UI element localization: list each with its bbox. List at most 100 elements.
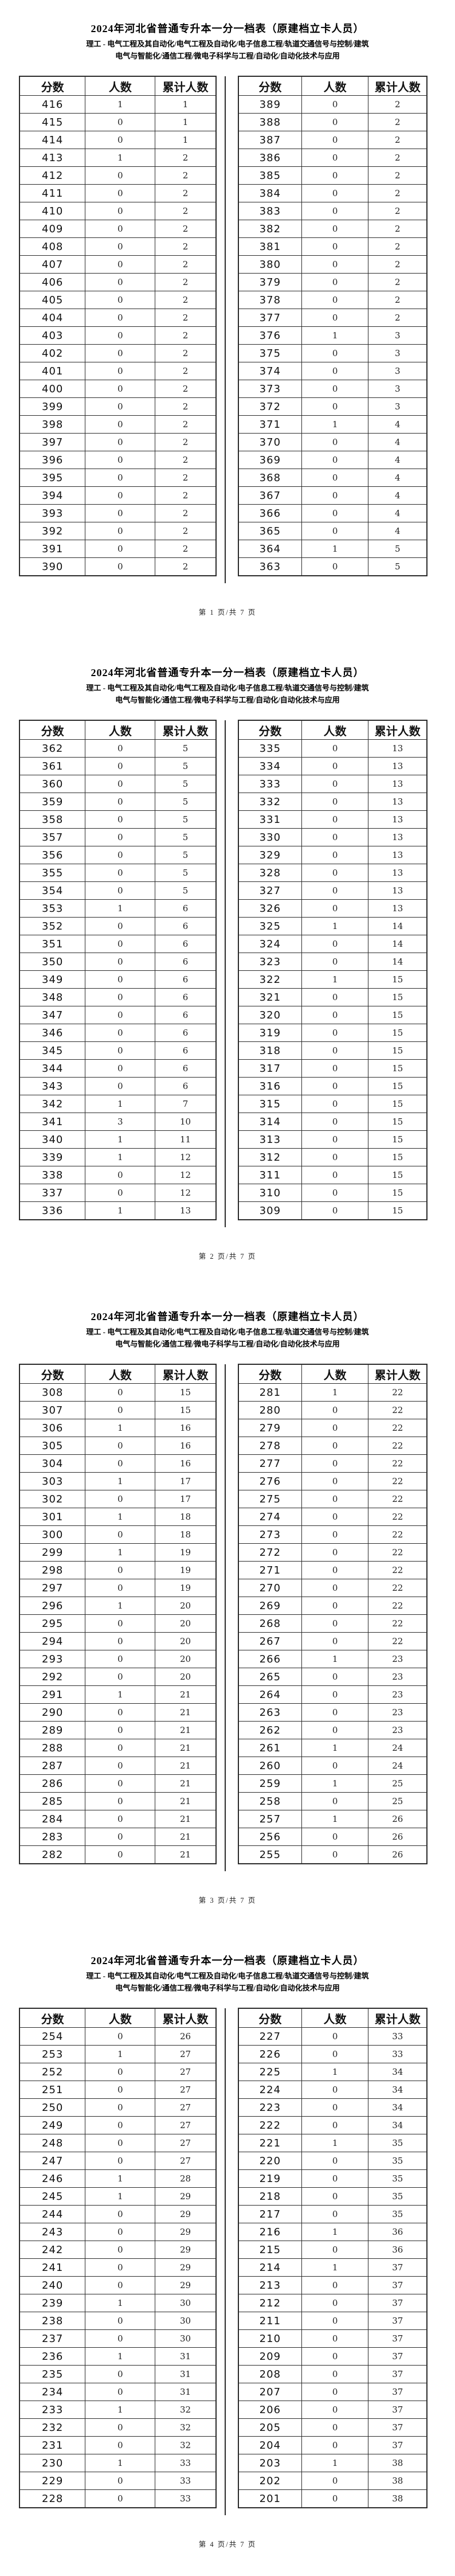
count-cell: 0 xyxy=(301,380,369,398)
cumulative-cell: 2 xyxy=(368,202,427,220)
table-row: 329 0 13 xyxy=(238,846,427,864)
count-cell: 0 xyxy=(85,1774,156,1793)
table-row: 267 0 22 xyxy=(238,1632,427,1650)
table-row: 287 0 21 xyxy=(19,1757,217,1775)
score-cell: 234 xyxy=(19,2383,86,2401)
score-cell: 236 xyxy=(19,2347,86,2366)
table-row: 372 0 3 xyxy=(238,397,427,416)
cumulative-cell: 2 xyxy=(155,362,217,380)
table-row: 321 0 15 xyxy=(238,988,427,1006)
score-cell: 267 xyxy=(238,1632,302,1650)
count-cell: 1 xyxy=(85,1685,156,1704)
page-title: 2024年河北省普通专升本一分一档表（原建档立卡人员） xyxy=(91,667,364,678)
table-row: 249 0 27 xyxy=(19,2116,217,2134)
table-row: 352 0 6 xyxy=(19,917,217,935)
score-cell: 309 xyxy=(238,1201,302,1220)
score-cell: 337 xyxy=(19,1184,86,1202)
table-row: 295 0 20 xyxy=(19,1614,217,1633)
score-cell: 387 xyxy=(238,131,302,149)
cumulative-cell: 30 xyxy=(155,2294,217,2312)
cumulative-cell: 5 xyxy=(155,775,217,793)
score-cell: 299 xyxy=(19,1543,86,1562)
count-cell: 0 xyxy=(85,2329,156,2348)
cumulative-cell: 34 xyxy=(368,2116,427,2134)
count-cell: 0 xyxy=(301,2241,369,2259)
count-cell: 1 xyxy=(301,2258,369,2277)
score-cell: 347 xyxy=(19,1006,86,1024)
count-cell: 0 xyxy=(301,1130,369,1149)
table-row: 304 0 16 xyxy=(19,1454,217,1473)
count-cell: 0 xyxy=(301,1419,369,1437)
cumulative-cell: 21 xyxy=(155,1739,217,1757)
score-cell: 208 xyxy=(238,2365,302,2383)
table-row: 233 1 32 xyxy=(19,2401,217,2419)
table-row: 375 0 3 xyxy=(238,344,427,362)
score-cell: 305 xyxy=(19,1437,86,1455)
count-cell: 0 xyxy=(301,935,369,953)
score-cell: 288 xyxy=(19,1739,86,1757)
count-cell: 0 xyxy=(301,202,369,220)
column-header-count: 人数 xyxy=(85,2008,156,2028)
table-row: 306 1 16 xyxy=(19,1419,217,1437)
count-cell: 0 xyxy=(301,522,369,540)
score-cell: 304 xyxy=(19,1454,86,1473)
count-cell: 0 xyxy=(85,326,156,345)
score-cell: 210 xyxy=(238,2329,302,2348)
cumulative-cell: 2 xyxy=(155,273,217,291)
count-cell: 0 xyxy=(85,2241,156,2259)
table-row: 239 1 30 xyxy=(19,2294,217,2312)
cumulative-cell: 22 xyxy=(368,1419,427,1437)
count-cell: 0 xyxy=(85,2489,156,2508)
cumulative-cell: 2 xyxy=(155,291,217,309)
header-row: 分数 人数 累计人数 xyxy=(19,76,217,96)
cumulative-cell: 31 xyxy=(155,2383,217,2401)
count-cell: 0 xyxy=(85,2098,156,2117)
count-cell: 1 xyxy=(301,1383,369,1402)
cumulative-cell: 25 xyxy=(368,1792,427,1810)
score-cell: 330 xyxy=(238,828,302,846)
cumulative-cell: 16 xyxy=(155,1454,217,1473)
cumulative-cell: 13 xyxy=(368,828,427,846)
cumulative-cell: 2 xyxy=(155,202,217,220)
table-row: 360 0 5 xyxy=(19,775,217,793)
count-cell: 1 xyxy=(85,2454,156,2472)
count-cell: 0 xyxy=(85,1401,156,1419)
cumulative-cell: 15 xyxy=(368,1095,427,1113)
table-row: 211 0 37 xyxy=(238,2312,427,2330)
table-row: 230 1 33 xyxy=(19,2454,217,2472)
score-cell: 386 xyxy=(238,149,302,167)
count-cell: 0 xyxy=(85,362,156,380)
cumulative-cell: 29 xyxy=(155,2223,217,2241)
table-row: 289 0 21 xyxy=(19,1721,217,1739)
table-row: 205 0 37 xyxy=(238,2418,427,2437)
table-row: 347 0 6 xyxy=(19,1006,217,1024)
cumulative-cell: 35 xyxy=(368,2187,427,2206)
score-cell: 206 xyxy=(238,2401,302,2419)
count-cell: 0 xyxy=(85,184,156,202)
score-cell: 269 xyxy=(238,1597,302,1615)
score-table-right: 分数 人数 累计人数 227 0 33 226 0 33 225 1 34 224 0 34 223 0 34 22… xyxy=(238,2008,427,2508)
column-header-count: 人数 xyxy=(85,1364,156,1384)
count-cell: 1 xyxy=(85,95,156,114)
score-cell: 410 xyxy=(19,202,86,220)
table-row: 231 0 32 xyxy=(19,2436,217,2454)
table-row: 348 0 6 xyxy=(19,988,217,1006)
cumulative-cell: 6 xyxy=(155,899,217,918)
count-cell: 0 xyxy=(85,2276,156,2294)
cumulative-cell: 15 xyxy=(368,1024,427,1042)
column-header-cumulative: 累计人数 xyxy=(368,2008,427,2028)
table-row: 311 0 15 xyxy=(238,1166,427,1184)
cumulative-cell: 13 xyxy=(368,864,427,882)
score-cell: 280 xyxy=(238,1401,302,1419)
score-cell: 231 xyxy=(19,2436,86,2454)
table-row: 391 0 2 xyxy=(19,540,217,558)
table-row: 273 0 22 xyxy=(238,1525,427,1544)
score-cell: 362 xyxy=(19,739,86,758)
count-cell: 0 xyxy=(85,2365,156,2383)
cumulative-cell: 36 xyxy=(368,2241,427,2259)
count-cell: 1 xyxy=(85,1543,156,1562)
cumulative-cell: 34 xyxy=(368,2063,427,2081)
score-cell: 313 xyxy=(238,1130,302,1149)
table-row: 397 0 2 xyxy=(19,433,217,451)
table-row: 254 0 26 xyxy=(19,2027,217,2046)
